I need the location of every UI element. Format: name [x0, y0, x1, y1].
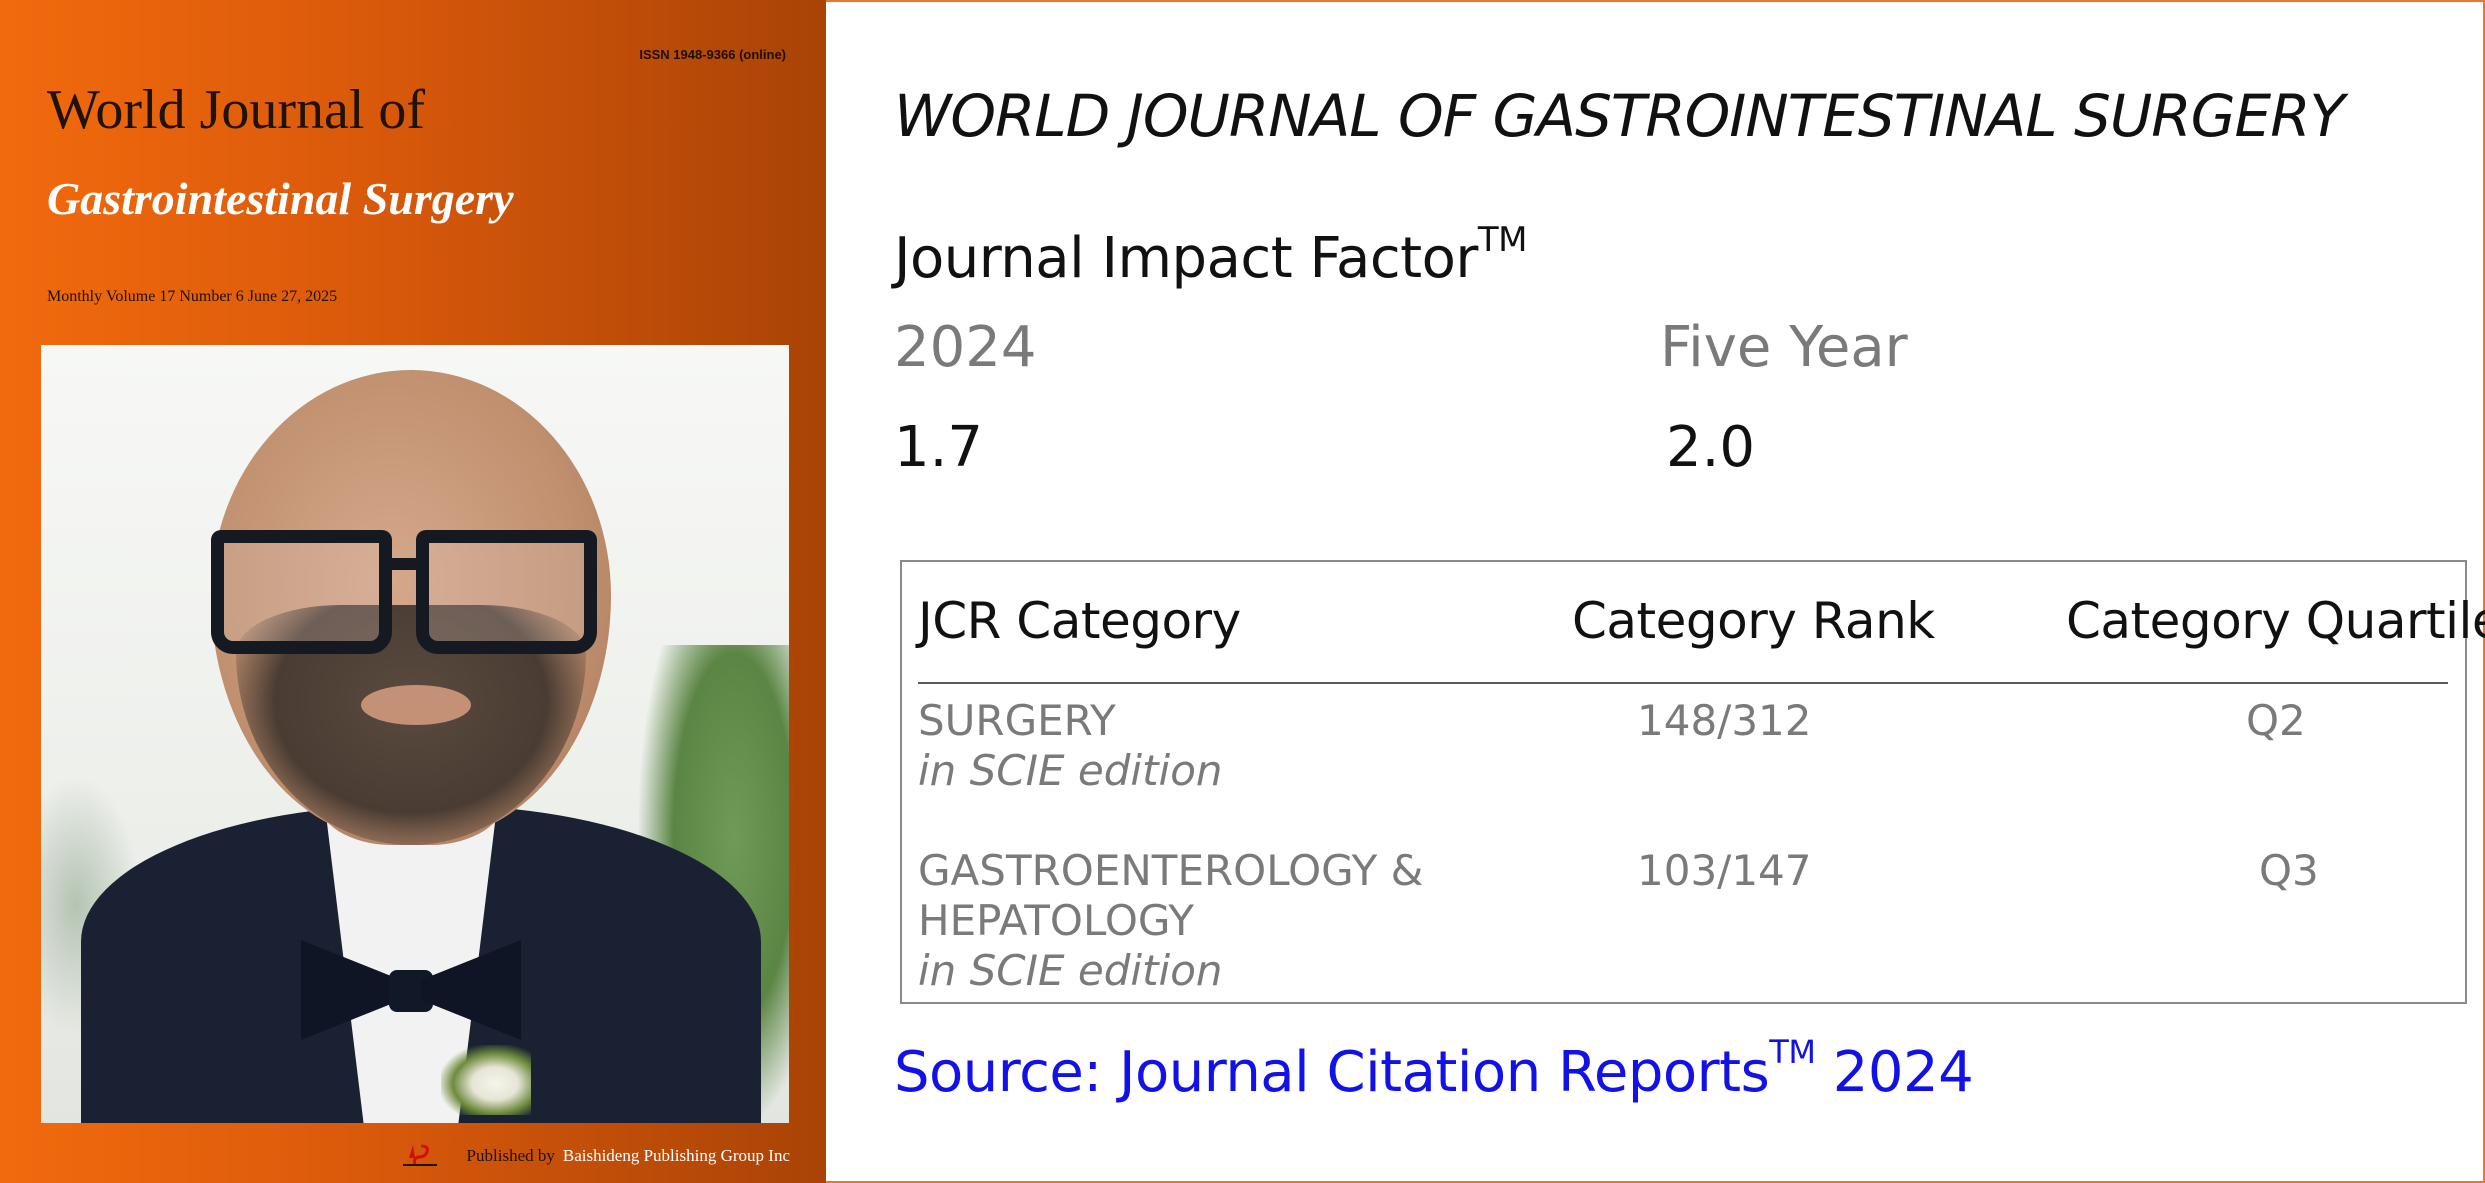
impact-factor-trademark: TM	[1477, 220, 1528, 260]
source-year: 2024	[1832, 1040, 1974, 1105]
publisher-logo-icon	[402, 1144, 437, 1166]
table-divider	[918, 682, 2448, 684]
row1-edition: in SCIE edition	[918, 746, 1223, 795]
cover-publisher: Published by Baishideng Publishing Group…	[399, 1142, 790, 1170]
row2-rank: 103/147	[1637, 846, 1812, 895]
glasses-left-lens	[211, 530, 392, 654]
bowtie-left-wing	[301, 940, 401, 1040]
cover-title-line1: World Journal of	[47, 79, 426, 141]
header-category-rank: Category Rank	[1572, 592, 1935, 650]
cover-issn: ISSN 1948-9366 (online)	[639, 47, 786, 62]
photo-mouth	[361, 685, 471, 725]
row2-category-line2: HEPATOLOGY	[918, 896, 1195, 945]
glasses-bridge	[389, 558, 423, 570]
photo-glasses	[211, 530, 611, 654]
bowtie-right-wing	[421, 940, 521, 1040]
source-trademark: TM	[1769, 1033, 1816, 1071]
row1-rank: 148/312	[1637, 696, 1812, 745]
row2-edition: in SCIE edition	[918, 946, 1223, 995]
glasses-right-lens	[416, 530, 597, 654]
five-year-label: Five Year	[1660, 315, 1908, 380]
impact-factor-title: Journal Impact FactorTM	[894, 223, 1527, 291]
journal-name-heading: WORLD JOURNAL OF GASTROINTESTINAL SURGER…	[894, 82, 2345, 150]
photo-bowtie	[301, 940, 521, 1040]
five-year-value: 2.0	[1666, 415, 1756, 480]
impact-factor-title-text: Journal Impact Factor	[894, 226, 1478, 291]
jcr-category-table: JCR Category Category Rank Category Quar…	[900, 560, 2485, 1004]
cover-photo	[41, 345, 789, 1123]
publisher-name: Baishideng Publishing Group Inc	[562, 1146, 790, 1165]
row2-quartile: Q3	[2259, 846, 2319, 895]
impact-factor-year-value: 1.7	[894, 415, 984, 480]
row1-category: SURGERY	[918, 696, 1116, 745]
header-category-quartile: Category Quartile	[2066, 592, 2485, 650]
source-citation: Source: Journal Citation ReportsTM 2024	[894, 1036, 1974, 1105]
header-jcr-category: JCR Category	[918, 592, 1241, 650]
cover-title-line2: Gastrointestinal Surgery	[47, 173, 514, 224]
photo-boutonniere	[441, 1045, 531, 1115]
published-by-label: Published by	[466, 1146, 555, 1165]
row1-quartile: Q2	[2246, 696, 2306, 745]
source-text: Source: Journal Citation Reports	[894, 1040, 1770, 1105]
cover-issue-line: Monthly Volume 17 Number 6 June 27, 2025	[47, 288, 338, 305]
row2-category-line1: GASTROENTEROLOGY &	[918, 846, 1424, 895]
impact-factor-year-label: 2024	[894, 315, 1037, 380]
journal-cover: ISSN 1948-9366 (online) World Journal of…	[0, 0, 826, 1183]
